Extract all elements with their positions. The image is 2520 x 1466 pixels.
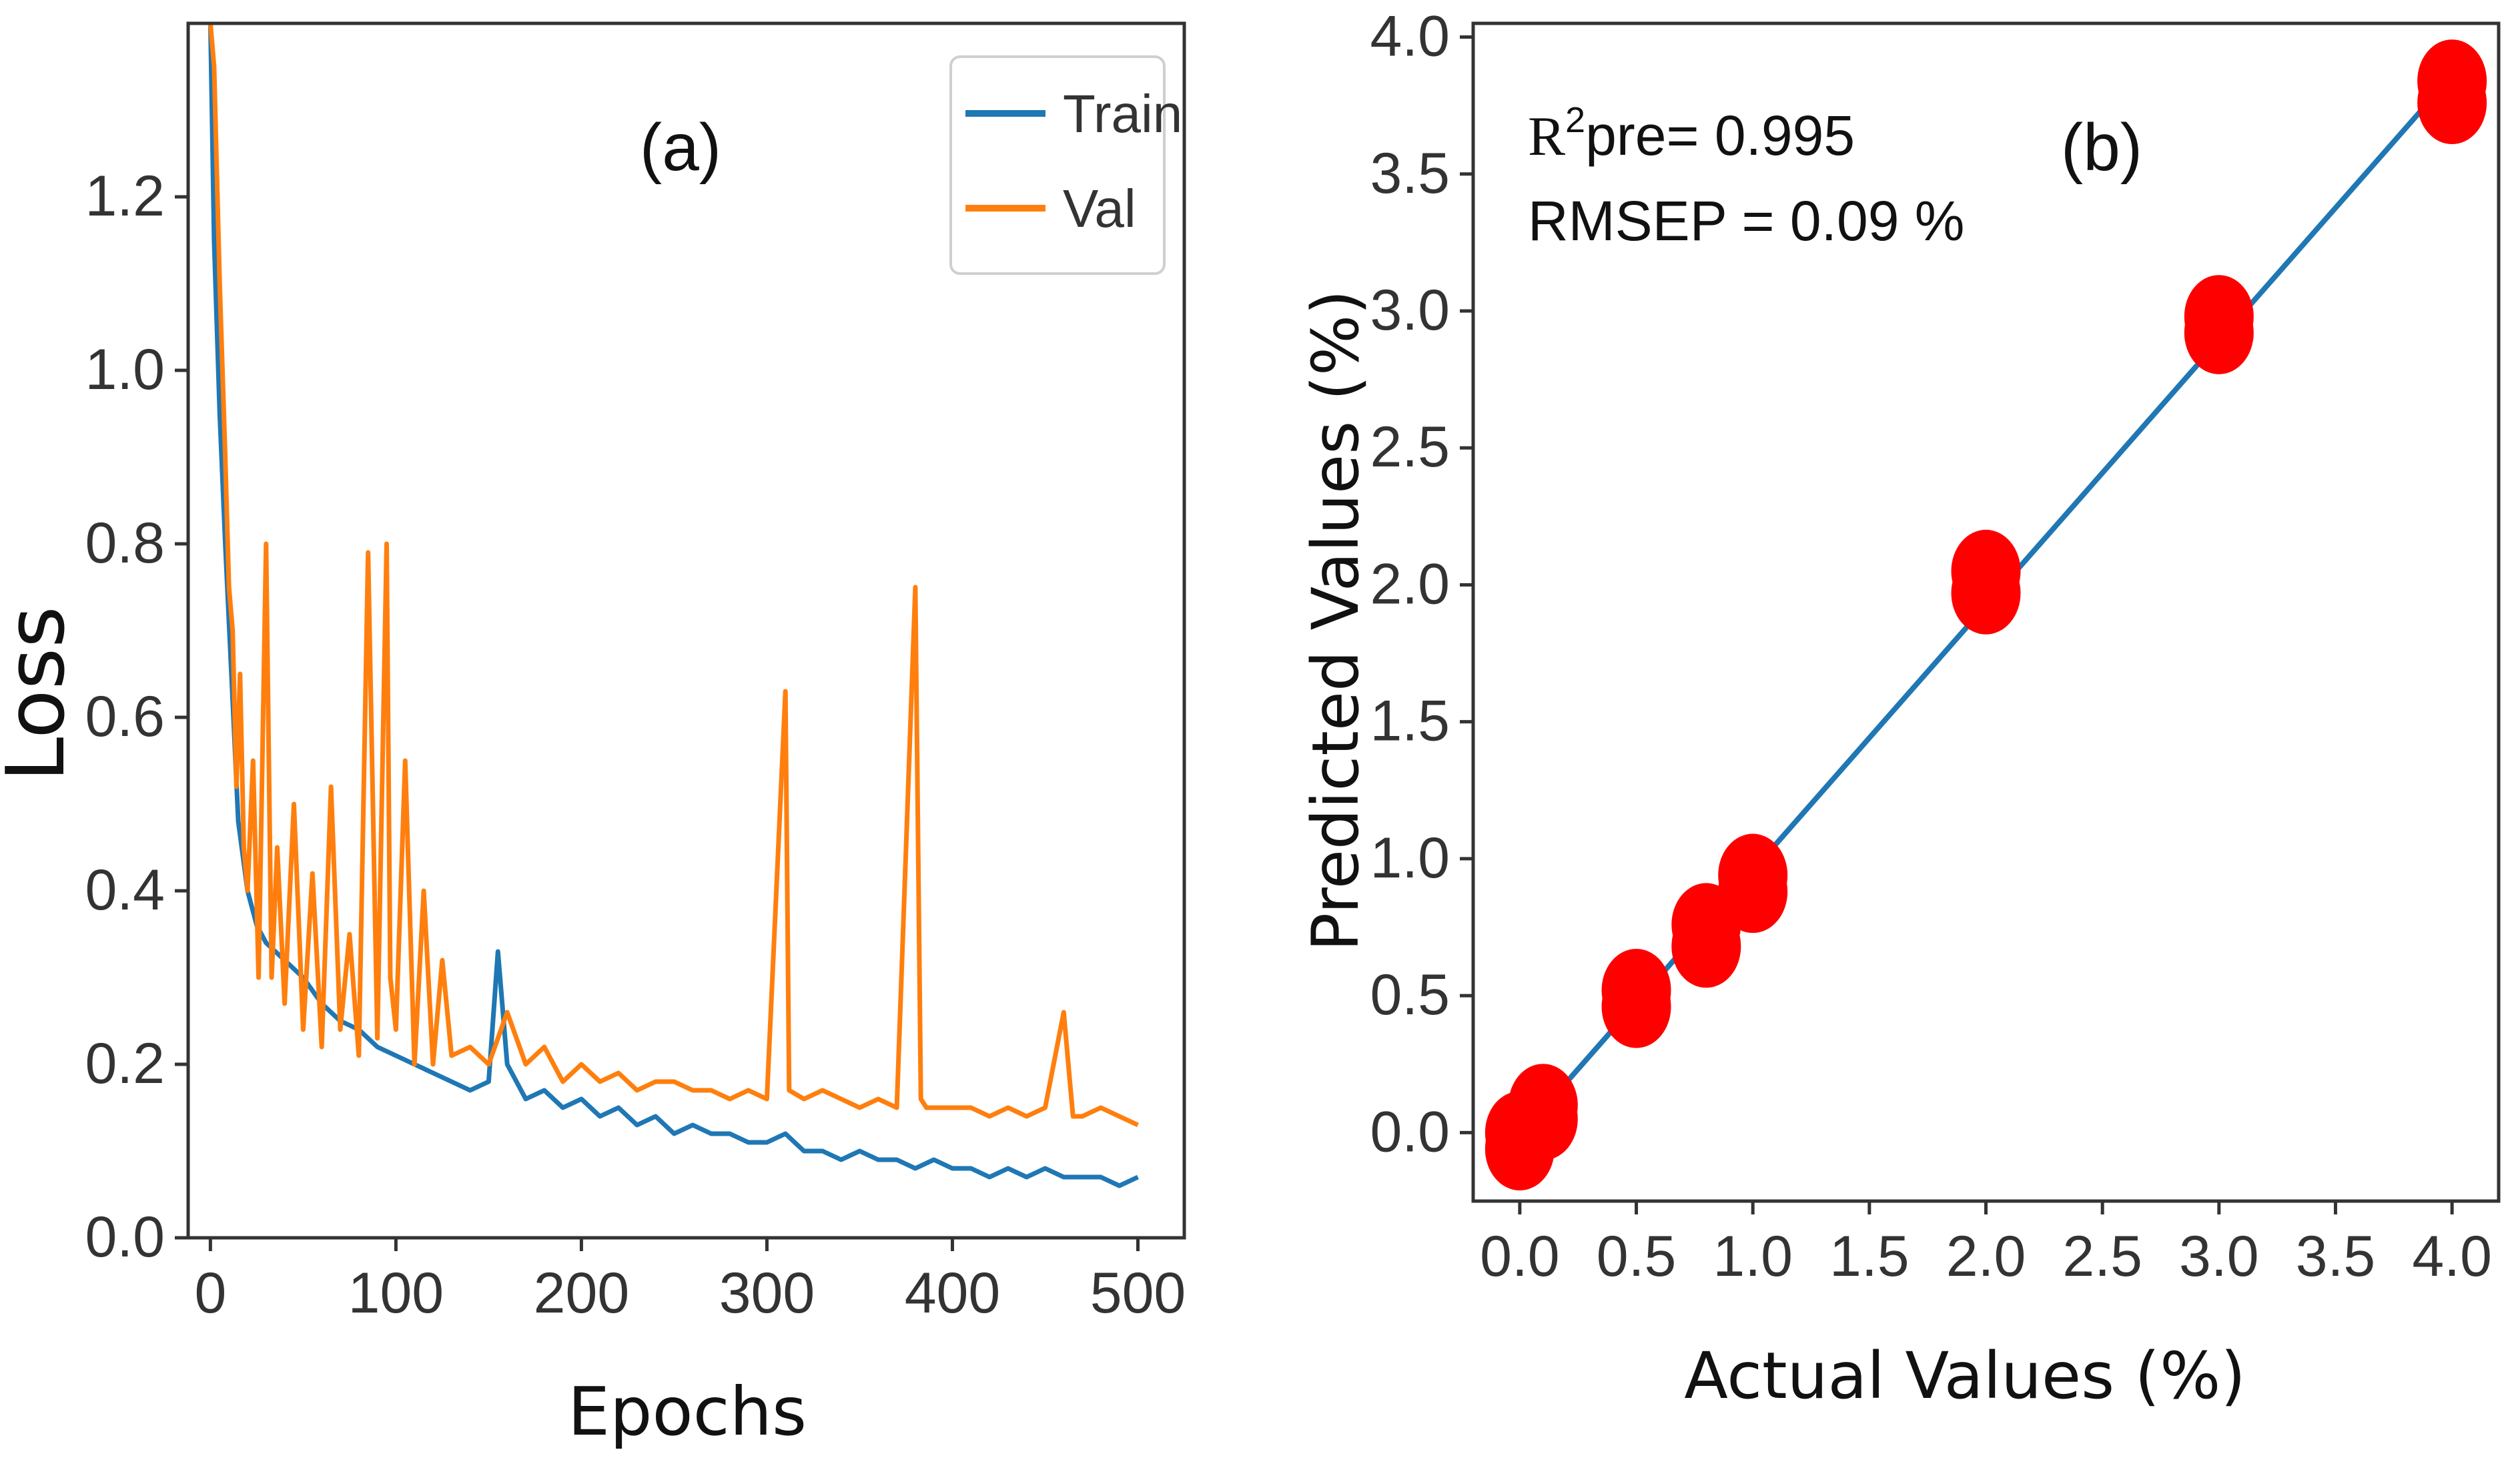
panel-a-xtick-label: 400 bbox=[905, 1261, 1001, 1325]
scatter-point bbox=[1601, 948, 1671, 1032]
panel-a-ytick-label: 1.0 bbox=[85, 338, 165, 402]
panel-a-annotation: (a) bbox=[640, 110, 721, 185]
panel-b-ytick-label: 4.0 bbox=[1370, 5, 1450, 69]
panel-b-annotation: (b) bbox=[2061, 110, 2142, 185]
panel-a-x-ticks: 0 100 200 300 400 500 bbox=[194, 1238, 1186, 1325]
panel-b-ytick-label: 1.0 bbox=[1370, 826, 1450, 890]
panel-b-ytick-label: 3.5 bbox=[1370, 141, 1450, 206]
panel-b-ytick-label: 3.0 bbox=[1370, 278, 1450, 342]
panel-a-legend: Train Val bbox=[949, 55, 1182, 275]
panel-b-ytick-label: 2.0 bbox=[1370, 552, 1450, 616]
scatter-point bbox=[1718, 833, 1788, 917]
panel-b-y-ticks: 0.0 0.5 1.0 1.5 2.0 2.5 3.0 3.5 4.0 bbox=[1370, 5, 1473, 1164]
panel-b-ytick-label: 2.5 bbox=[1370, 415, 1450, 479]
panel-a-plot-frame bbox=[186, 21, 1186, 1240]
panel-a-y-ticks: 0.0 0.2 0.4 0.6 0.8 1.0 1.2 bbox=[85, 164, 188, 1269]
panel-a-ytick-label: 0.0 bbox=[85, 1205, 165, 1269]
panel-a-xtick-label: 300 bbox=[719, 1261, 815, 1325]
panel-b-xtick-label: 0.0 bbox=[1480, 1224, 1560, 1289]
panel-b-r2-stat: R2pre= 0.995 bbox=[1528, 100, 1855, 167]
panel-b-points-group bbox=[1485, 39, 2487, 1191]
panel-b-xtick-label: 0.5 bbox=[1597, 1224, 1677, 1289]
panel-b-xtick-label: 1.0 bbox=[1713, 1224, 1793, 1289]
panel-a-xtick-label: 0 bbox=[194, 1261, 226, 1325]
panel-b-xlabel: Actual Values (%) bbox=[1684, 1339, 2246, 1413]
panel-a-ytick-label: 0.4 bbox=[85, 858, 165, 922]
r2-base: R bbox=[1528, 105, 1565, 167]
panel-b-ytick-label: 1.5 bbox=[1370, 689, 1450, 753]
scatter-point bbox=[1508, 1064, 1578, 1147]
r2-superscript: 2 bbox=[1565, 100, 1585, 140]
panel-a-loss-chart: Loss Epochs 0.0 0.2 0.4 0.6 0.8 1.0 1.2 0 100 20… bbox=[0, 21, 1186, 1451]
series-line-val bbox=[207, 23, 1139, 1128]
scatter-point bbox=[2417, 39, 2487, 123]
legend-label-val: Val bbox=[1063, 179, 1136, 238]
panel-b-ytick-label: 0.5 bbox=[1370, 963, 1450, 1027]
legend-label-train: Train bbox=[1063, 84, 1182, 143]
scatter-point bbox=[2184, 275, 2254, 358]
panel-a-xlabel: Epochs bbox=[568, 1373, 807, 1451]
panel-b-ytick-label: 0.0 bbox=[1370, 1100, 1450, 1164]
r2-value: pre= 0.995 bbox=[1585, 104, 1855, 167]
panel-b-rmsep-stat: RMSEP = 0.09 % bbox=[1528, 190, 1964, 252]
panel-b-x-ticks: 0.0 0.5 1.0 1.5 2.0 2.5 3.0 3.5 4.0 bbox=[1480, 1201, 2492, 1289]
panel-b-xtick-label: 2.5 bbox=[2062, 1224, 2142, 1289]
panel-a-xtick-label: 100 bbox=[348, 1261, 444, 1325]
panel-a-ytick-label: 0.6 bbox=[85, 685, 165, 749]
panel-b-xtick-label: 4.0 bbox=[2412, 1224, 2492, 1289]
panel-b-xtick-label: 3.5 bbox=[2296, 1224, 2376, 1289]
panel-a-ylabel: Loss bbox=[0, 606, 83, 781]
panel-a-xtick-label: 500 bbox=[1090, 1261, 1186, 1325]
panel-a-xtick-label: 200 bbox=[534, 1261, 630, 1325]
panel-a-ytick-label: 1.2 bbox=[85, 164, 165, 228]
panel-b-xtick-label: 2.0 bbox=[1946, 1224, 2026, 1289]
panel-b-xtick-label: 1.5 bbox=[1829, 1224, 1910, 1289]
panel-b-ylabel: Predicted Values (%) bbox=[1298, 290, 1373, 951]
panel-b-xtick-label: 3.0 bbox=[2179, 1224, 2259, 1289]
panel-a-ytick-label: 0.8 bbox=[85, 511, 165, 575]
series-line-train bbox=[207, 23, 1139, 1188]
panel-a-series-group bbox=[207, 23, 1139, 1188]
panel-a-ytick-label: 0.2 bbox=[85, 1032, 165, 1096]
panel-b-scatter-chart: Predicted Values (%) Actual Values (%) 0… bbox=[1298, 5, 2501, 1413]
scatter-point bbox=[1951, 529, 2021, 613]
